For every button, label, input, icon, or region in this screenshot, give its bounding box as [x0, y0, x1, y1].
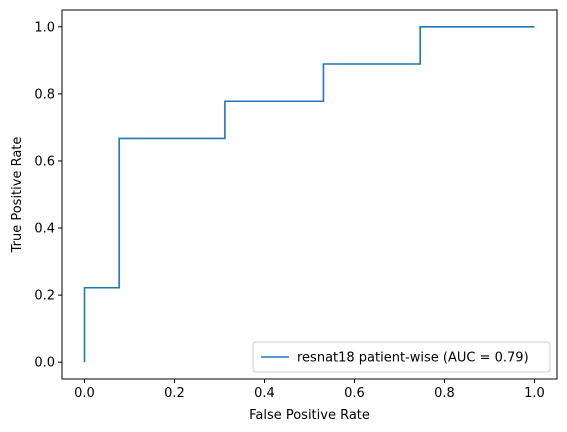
y-axis-ticks: 0.0 0.2 0.4 0.6 0.8 1.0 — [34, 20, 62, 371]
legend: resnat18 patient-wise (AUC = 0.79) — [252, 341, 551, 373]
x-tick-label: 0.8 — [434, 386, 455, 401]
y-tick-label: 1.0 — [34, 20, 55, 35]
y-tick-label: 0.8 — [34, 87, 55, 102]
y-axis-label: True Positive Rate — [10, 137, 25, 254]
x-axis-ticks: 0.0 0.2 0.4 0.6 0.8 1.0 — [74, 379, 545, 401]
x-tick-label: 1.0 — [524, 386, 545, 401]
x-tick-label: 0.4 — [254, 386, 275, 401]
roc-curve-line — [83, 25, 535, 363]
x-axis-label: False Positive Rate — [249, 408, 370, 423]
series-layer — [83, 25, 535, 363]
x-tick-label: 0.6 — [344, 386, 365, 401]
y-tick-label: 0.6 — [34, 154, 55, 169]
x-tick-label: 0.2 — [164, 386, 185, 401]
y-tick-label: 0.4 — [34, 222, 55, 237]
legend-entry: resnat18 patient-wise (AUC = 0.79) — [297, 351, 529, 366]
y-tick-label: 0.2 — [34, 289, 55, 304]
y-tick-label: 0.0 — [34, 356, 55, 371]
plot-frame — [61, 9, 558, 380]
x-tick-label: 0.0 — [74, 386, 95, 401]
legend-box — [252, 341, 551, 373]
